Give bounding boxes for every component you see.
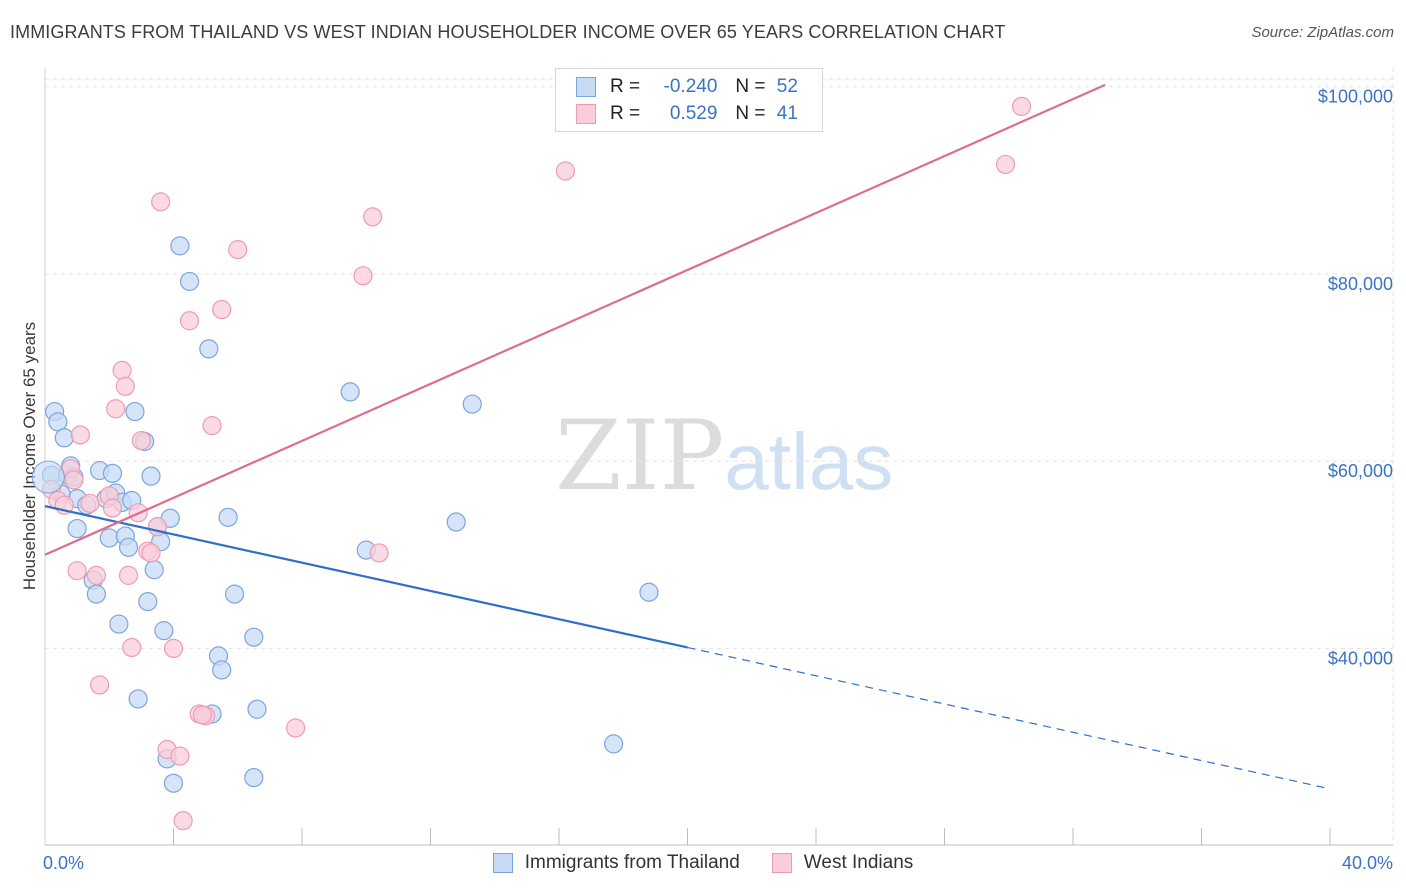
- chart-title: IMMIGRANTS FROM THAILAND VS WEST INDIAN …: [10, 22, 1006, 42]
- thailand-trend-extrapolation: [687, 646, 1331, 790]
- west-indian-point-22: [151, 192, 171, 212]
- thailand-point-41: [224, 584, 245, 604]
- west-indian-trend-line: [44, 83, 1106, 556]
- thailand-point-40: [218, 507, 238, 527]
- n-label: N =: [735, 76, 766, 97]
- thailand-point-42: [244, 627, 264, 647]
- west-indian-point-36: [369, 543, 389, 563]
- stats-legend-row-thailand: R = -0.240 N = 52: [576, 74, 798, 100]
- thailand-point-15: [102, 463, 123, 483]
- r-value: -0.240: [663, 76, 718, 97]
- west-indian-point-40: [192, 705, 213, 725]
- west-indian-point-6: [70, 425, 90, 445]
- west-indian-point-9: [90, 675, 110, 695]
- thailand-point-47: [446, 512, 466, 532]
- west-indian-point-4: [64, 470, 84, 490]
- west-indian-point-5: [67, 561, 87, 581]
- west-indian-point-11: [102, 498, 123, 518]
- west-indian-point-39: [1011, 96, 1032, 116]
- x-tick-label-max: 40.0%: [1342, 853, 1393, 873]
- west-indian-point-27: [179, 311, 200, 331]
- west-indian-point-25: [170, 746, 190, 766]
- west-indian-point-38: [995, 154, 1016, 175]
- west-indian-point-8: [86, 565, 107, 585]
- thailand-point-50: [639, 582, 659, 602]
- thailand-point-35: [179, 271, 200, 292]
- west-indian-point-31: [212, 299, 232, 320]
- blue-swatch: [576, 77, 596, 97]
- thailand-point-34: [170, 236, 190, 256]
- r-label: R =: [610, 76, 641, 97]
- west-indian-point-30: [202, 416, 222, 436]
- n-value: 52: [776, 76, 798, 97]
- thailand-point-2: [48, 412, 68, 432]
- west-indian-point-33: [285, 718, 306, 738]
- r-value: 0.529: [669, 103, 718, 124]
- west-indian-point-34: [353, 266, 373, 286]
- pink-swatch: [576, 104, 596, 124]
- legend-label-west-indians: West Indians: [803, 852, 914, 873]
- west-indian-point-24: [163, 638, 184, 659]
- blue-swatch: [492, 853, 513, 873]
- pink-swatch: [771, 853, 792, 873]
- legend-item-west-indians: West Indians: [771, 852, 914, 874]
- thailand-point-17: [109, 614, 129, 634]
- west-indian-point-35: [363, 207, 383, 227]
- r-label: R =: [610, 103, 641, 124]
- thailand-point-20: [118, 537, 139, 557]
- thailand-point-26: [141, 466, 161, 486]
- x-tick-label-min: 0.0%: [43, 853, 84, 873]
- legend-item-thailand: Immigrants from Thailand: [492, 852, 740, 874]
- thailand-point-23: [128, 689, 148, 709]
- y-tick-label-2: $80,000: [1328, 274, 1393, 294]
- thailand-trend-line: [44, 505, 688, 649]
- watermark-zip: ZIP: [555, 400, 725, 512]
- thailand-point-8: [67, 518, 87, 539]
- thailand-point-49: [604, 734, 624, 754]
- n-label: N =: [735, 103, 766, 124]
- thailand-point-14: [99, 528, 119, 548]
- y-tick-label-0: $40,000: [1328, 648, 1393, 668]
- thailand-point-3: [54, 428, 74, 448]
- thailand-point-48: [462, 394, 482, 414]
- west-indian-point-37: [555, 161, 576, 181]
- west-indian-point-26: [173, 811, 193, 831]
- thailand-point-45: [340, 382, 360, 402]
- thailand-point-25: [138, 592, 158, 612]
- thailand-point-33: [163, 773, 184, 793]
- series-legend: Immigrants from Thailand West Indians: [0, 852, 1406, 874]
- west-indian-point-7: [80, 493, 100, 513]
- west-indian-point-12: [106, 399, 126, 419]
- watermark: ZIPatlas: [555, 400, 893, 512]
- y-tick-label-3: $100,000: [1318, 87, 1393, 107]
- west-indian-point-20: [141, 543, 161, 563]
- thailand-point-39: [212, 660, 232, 680]
- thailand-point-43: [247, 699, 267, 719]
- thailand-point-large: [31, 460, 65, 494]
- west-indian-point-18: [131, 430, 151, 451]
- west-indian-point-32: [228, 240, 248, 260]
- stats-legend-row-west-indians: R = 0.529 N = 41: [576, 101, 798, 127]
- thailand-point-30: [154, 621, 174, 641]
- thailand-point-11: [86, 584, 107, 604]
- west-indian-point-16: [122, 637, 142, 658]
- west-indian-point-14: [115, 376, 135, 396]
- west-indian-point-15: [118, 565, 139, 585]
- y-axis-title: Householder Income Over 65 years: [20, 322, 39, 590]
- n-value: 41: [776, 103, 798, 124]
- source-label: Source: ZipAtlas.com: [1251, 24, 1394, 41]
- thailand-point-36: [199, 339, 219, 359]
- thailand-point-22: [125, 401, 145, 422]
- thailand-point-27: [144, 560, 164, 580]
- west-indian-point-13: [112, 360, 132, 380]
- y-tick-label-1: $60,000: [1328, 461, 1393, 481]
- thailand-point-44: [244, 767, 264, 788]
- legend-label-thailand: Immigrants from Thailand: [524, 852, 740, 873]
- stats-legend: R = -0.240 N = 52 R = 0.529 N = 41: [555, 68, 823, 132]
